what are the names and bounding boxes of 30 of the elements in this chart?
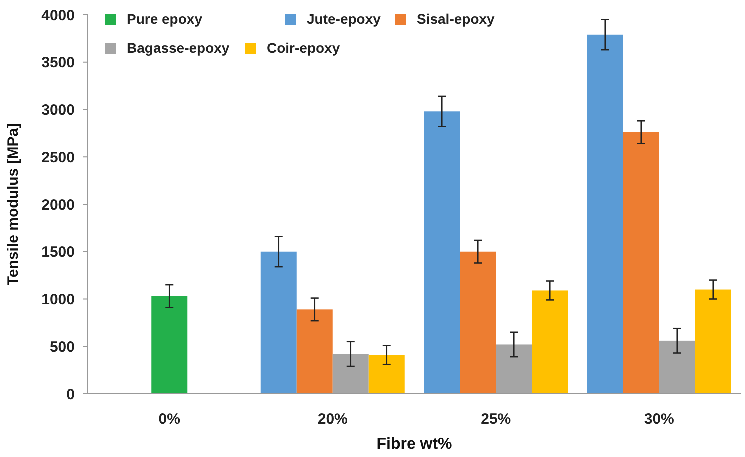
y-tick-label: 4000: [42, 7, 75, 24]
y-tick-label: 500: [50, 338, 75, 356]
bar: [368, 355, 405, 394]
x-tick-label: 0%: [158, 411, 180, 428]
bar: [424, 112, 460, 394]
bar: [460, 252, 496, 394]
legend-label: Jute-epoxy: [307, 11, 382, 27]
legend-label: Coir-epoxy: [267, 40, 340, 56]
legend-label: Pure epoxy: [127, 11, 203, 27]
y-axis-title: Tensile modulus [MPa]: [5, 123, 22, 286]
y-tick-label: 3000: [42, 102, 75, 119]
y-tick-label: 3500: [42, 54, 75, 72]
y-tick-label: 1000: [42, 292, 75, 308]
legend-label: Bagasse-epoxy: [127, 40, 230, 56]
x-tick-label: 30%: [644, 411, 674, 428]
legend-label: Sisal-epoxy: [417, 11, 496, 27]
x-tick-label: 25%: [481, 411, 512, 428]
bar: [623, 132, 660, 394]
x-axis-title: Fibre wt%: [376, 436, 452, 453]
bar: [260, 252, 297, 394]
y-tick-label: 2000: [42, 196, 75, 214]
bar: [532, 290, 568, 394]
y-tick-label: 2500: [42, 149, 75, 166]
y-tick-label: 0: [66, 386, 75, 404]
bar: [296, 310, 333, 394]
bar: [587, 34, 624, 394]
bar: [695, 290, 732, 394]
bar: [152, 296, 188, 394]
y-tick-label: 1500: [42, 244, 75, 262]
x-tick-label: 20%: [318, 411, 348, 428]
